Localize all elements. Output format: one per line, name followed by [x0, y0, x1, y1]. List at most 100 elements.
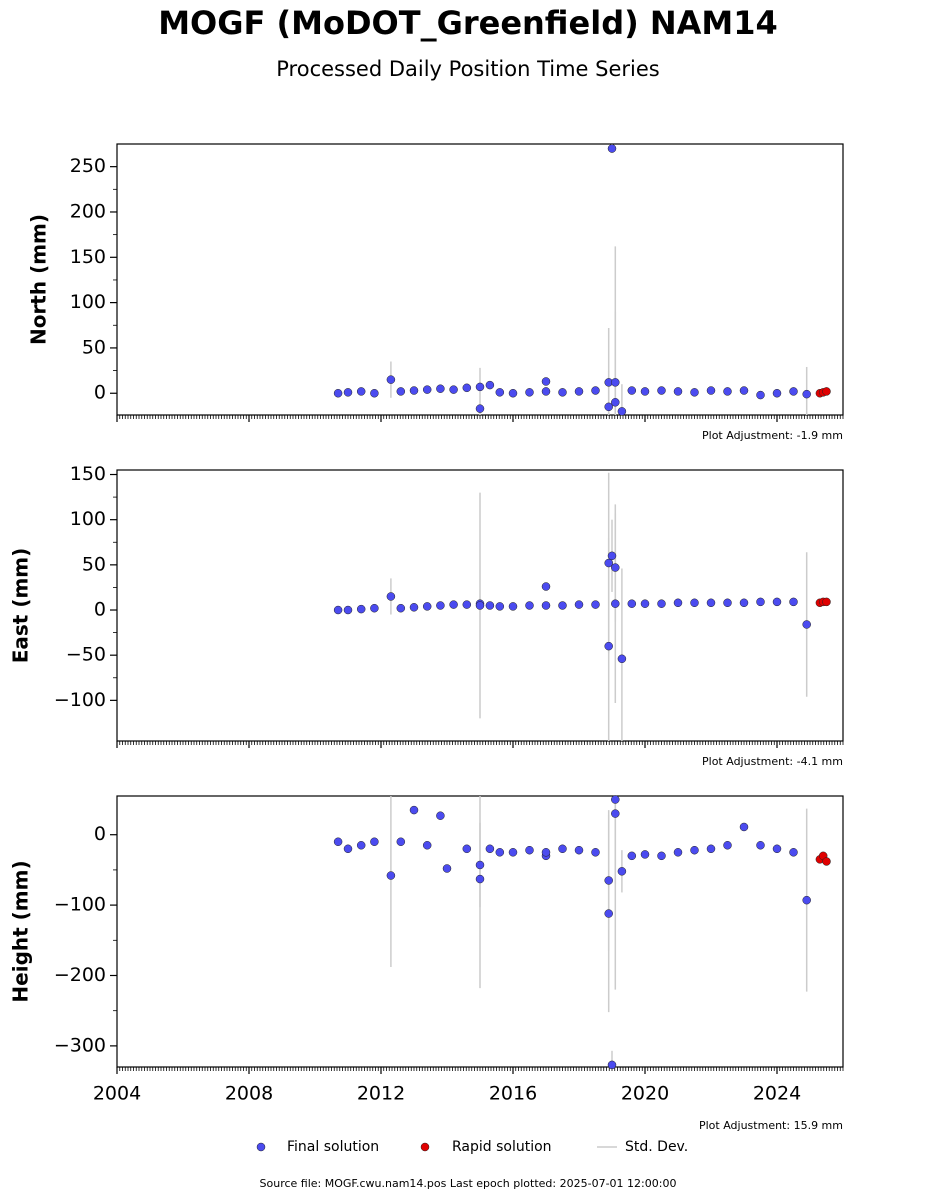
final-point: [640, 850, 650, 859]
final-point: [617, 867, 627, 876]
final-point: [333, 837, 343, 847]
final-point: [475, 860, 485, 870]
final-point: [591, 600, 600, 609]
y-tick-label: 100: [70, 291, 106, 313]
y-axis-label: East (mm): [9, 548, 33, 664]
final-point: [386, 592, 396, 601]
final-point: [574, 387, 584, 396]
final-point: [802, 620, 811, 629]
final-point: [422, 385, 432, 394]
final-point: [558, 844, 567, 854]
final-point: [617, 654, 627, 664]
final-point: [789, 848, 798, 857]
plot-adjustment: Plot Adjustment: 15.9 mm: [699, 1119, 843, 1132]
final-point: [627, 599, 637, 608]
x-tick-label: 2024: [753, 1083, 801, 1105]
final-point: [723, 841, 732, 850]
final-point: [591, 848, 600, 857]
x-tick-label: 2012: [357, 1083, 405, 1105]
y-tick-label: 0: [94, 823, 106, 845]
final-point: [485, 380, 495, 390]
final-point: [442, 864, 452, 873]
final-point: [495, 388, 505, 397]
plot-adjustment: Plot Adjustment: -1.9 mm: [702, 429, 843, 442]
final-point: [690, 845, 699, 855]
final-point: [604, 909, 613, 918]
legend-std: Std. Dev.: [625, 1139, 688, 1155]
final-point: [657, 386, 666, 395]
final-point: [756, 597, 765, 607]
final-point: [485, 844, 495, 854]
y-tick-label: −50: [66, 644, 106, 666]
final-point: [706, 386, 716, 395]
final-point: [343, 844, 353, 854]
final-point: [485, 601, 495, 610]
final-point: [462, 383, 472, 393]
final-point: [789, 387, 798, 396]
final-point: [756, 841, 765, 850]
final-point: [723, 598, 732, 608]
title: MOGF (MoDOT_Greenfield) NAM14: [158, 4, 778, 42]
final-point: [495, 602, 505, 611]
final-point: [604, 641, 613, 651]
final-point: [475, 404, 485, 413]
y-tick-label: −200: [54, 964, 106, 986]
final-point: [611, 563, 620, 572]
final-point: [706, 598, 716, 608]
final-point: [541, 377, 551, 386]
final-point: [627, 851, 637, 861]
final-point: [673, 848, 683, 857]
final-point: [772, 597, 782, 607]
final-point: [611, 378, 620, 387]
final-point: [627, 386, 637, 395]
final-point: [356, 387, 366, 396]
legend-rapid: Rapid solution: [452, 1139, 552, 1155]
final-point: [333, 605, 343, 615]
final-point: [739, 822, 749, 832]
final-point: [370, 388, 379, 398]
final-point: [436, 811, 445, 820]
final-point: [422, 602, 432, 611]
final-point: [574, 600, 584, 609]
final-point: [604, 876, 613, 885]
final-point: [475, 874, 485, 884]
final-point: [508, 602, 518, 611]
final-point: [409, 603, 419, 612]
rapid-point: [822, 857, 831, 866]
final-point: [673, 598, 683, 608]
final-point: [409, 386, 419, 395]
legend-rapid-marker: [420, 1142, 430, 1152]
final-point: [802, 389, 811, 399]
final-point: [475, 601, 485, 610]
y-tick-label: 0: [94, 382, 106, 404]
final-point: [396, 837, 406, 847]
final-point: [690, 388, 699, 397]
final-point: [802, 895, 811, 905]
final-point: [409, 805, 419, 815]
final-point: [525, 845, 534, 855]
final-point: [386, 871, 396, 880]
final-point: [508, 388, 518, 398]
final-point: [386, 375, 396, 384]
final-point: [558, 601, 567, 610]
final-point: [607, 144, 617, 153]
final-point: [541, 601, 551, 610]
final-point: [772, 844, 782, 854]
final-point: [607, 551, 617, 561]
final-point: [449, 385, 458, 394]
y-tick-label: 150: [70, 246, 106, 268]
final-point: [436, 384, 445, 393]
final-point: [541, 387, 551, 396]
final-point: [541, 848, 551, 857]
y-tick-label: 200: [70, 200, 106, 222]
final-point: [690, 598, 699, 608]
final-point: [343, 388, 353, 397]
final-point: [462, 844, 472, 854]
rapid-point: [822, 597, 831, 607]
final-point: [617, 407, 627, 416]
rapid-point: [822, 387, 831, 396]
final-point: [591, 386, 600, 395]
x-tick-label: 2020: [621, 1083, 669, 1105]
final-point: [673, 387, 683, 396]
subtitle: Processed Daily Position Time Series: [276, 57, 660, 81]
